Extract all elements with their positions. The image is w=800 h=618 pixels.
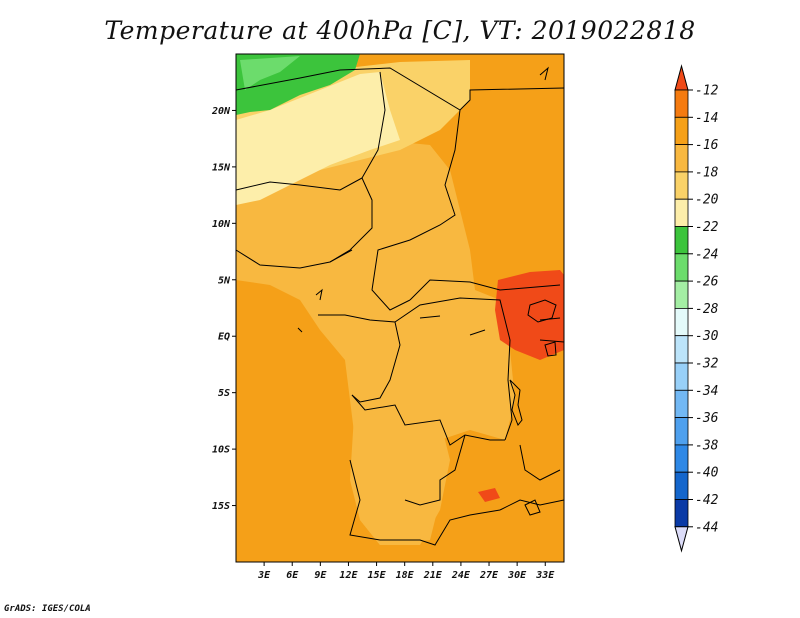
lon-label: 6E	[286, 570, 299, 581]
country-borders	[235, 66, 565, 546]
lon-label: 18E	[396, 570, 415, 581]
lat-label: EQ	[218, 332, 230, 343]
colorbar-label: -14	[695, 111, 718, 126]
lon-label: 9E	[314, 570, 327, 581]
colorbar-box	[674, 226, 689, 255]
border-line	[404, 434, 466, 506]
border-line	[235, 67, 565, 111]
lon-label: 27E	[479, 570, 499, 581]
colorbar-box	[674, 89, 689, 118]
lat-label: 5N	[218, 275, 231, 286]
colorbar-label: -32	[695, 357, 719, 372]
coast-fragment	[297, 327, 303, 333]
lon-label: 12E	[339, 570, 358, 581]
field-southwest-cool	[350, 400, 450, 545]
colorbar-box	[674, 307, 689, 337]
lake-outline	[527, 299, 557, 323]
colorbar-box	[674, 280, 689, 309]
border-line	[394, 297, 513, 441]
border-line	[371, 109, 461, 311]
lake-outline	[544, 341, 557, 357]
border-line	[329, 71, 386, 263]
border-line	[318, 314, 401, 403]
border-line	[349, 459, 501, 546]
colorbar-bottom-arrow	[674, 526, 689, 553]
lon-label: 3E	[257, 570, 271, 581]
colorbar-label: -26	[695, 275, 719, 290]
lat-label: 20N	[211, 106, 231, 117]
colorbar-label: -22	[695, 220, 719, 235]
colorbar-label: -28	[695, 302, 719, 317]
field-warm-core	[495, 270, 564, 360]
lat-label: 5S	[218, 388, 230, 399]
lake-outline	[509, 379, 523, 426]
colorbar-label: -16	[695, 138, 719, 153]
colorbar-box	[674, 144, 689, 173]
lat-label: 15S	[212, 501, 230, 512]
colorbar-label: -20	[695, 193, 719, 208]
latitude-axis: 20N 15N 10N 5N EQ 5S 10S 15S	[211, 106, 236, 512]
lake-outline	[524, 499, 541, 516]
colorbar-label: -24	[695, 247, 718, 262]
lon-label: 21E	[423, 570, 443, 581]
border-line	[235, 177, 363, 191]
coast-fragment	[419, 315, 441, 319]
colorbar-label: -18	[695, 165, 719, 180]
colorbar-label: -34	[695, 384, 718, 399]
grads-credit: GrADS: IGES/COLA	[4, 604, 91, 614]
colorbar-label: -36	[695, 411, 719, 426]
colorbar-box	[674, 417, 689, 446]
border-line	[409, 279, 561, 301]
border-line	[539, 339, 565, 343]
border-line	[351, 394, 505, 446]
colorbar-box	[674, 362, 689, 391]
colorbar-label: -42	[695, 493, 719, 508]
colorbar-box	[674, 198, 689, 227]
field-eastern-band	[440, 92, 564, 250]
lat-label: 10N	[212, 219, 231, 230]
colorbar-top-arrow	[674, 64, 689, 91]
lon-label: 33E	[535, 570, 555, 581]
colorbar-box	[674, 116, 689, 146]
lat-label: 15N	[212, 162, 231, 173]
colorbar-box	[674, 444, 689, 473]
colorbar-boxes	[674, 64, 689, 553]
border-line	[235, 249, 353, 269]
map-title: Temperature at 400hPa [C], VT: 201902281…	[104, 16, 696, 45]
field-warm-spot	[478, 488, 500, 502]
lon-label: 24E	[451, 570, 471, 581]
colorbar-box	[674, 389, 689, 418]
longitude-axis: 3E 6E 9E 12E 15E 18E 21E 24E 27E 30E 33E	[257, 562, 555, 581]
lon-label: 15E	[368, 570, 387, 581]
colorbar-label: -30	[695, 329, 719, 344]
map-frame	[235, 53, 565, 563]
coast-fragment	[469, 329, 486, 336]
field-green-light	[240, 56, 300, 90]
colorbar-box	[674, 499, 689, 528]
map-fields	[236, 54, 564, 562]
colorbar-label: -12	[695, 84, 719, 99]
colorbar-label: -38	[695, 438, 719, 453]
colorbar-box	[674, 253, 689, 282]
colorbar-label: -40	[695, 466, 719, 481]
colorbar-labels: -12 -14 -16 -18 -20 -22 -24 -26 -28 -30 -32 -34 -36 -…	[688, 84, 719, 535]
border-line	[519, 444, 561, 481]
lat-label: 10S	[212, 445, 230, 456]
field-central-cool	[236, 140, 515, 545]
colorbar-box	[674, 171, 689, 200]
colorbar-label: -44	[695, 520, 718, 535]
coast-fragment	[539, 66, 549, 81]
colorbar-box	[674, 335, 689, 364]
colorbar-box	[674, 471, 689, 500]
field-north-coldest	[236, 72, 400, 205]
lon-label: 30E	[507, 570, 527, 581]
coast-fragment	[315, 288, 323, 301]
